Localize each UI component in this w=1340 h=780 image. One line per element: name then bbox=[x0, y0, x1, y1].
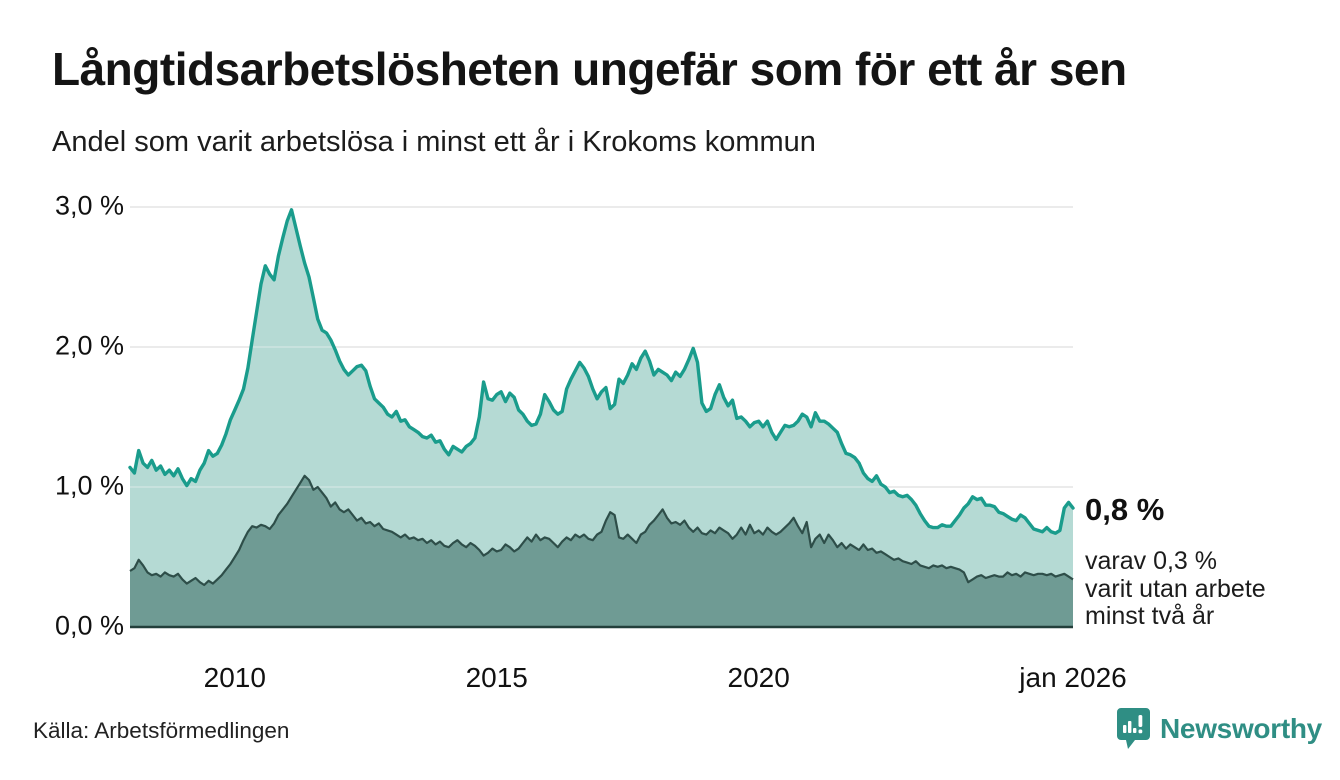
newsworthy-logo: Newsworthy bbox=[1117, 707, 1322, 750]
x-axis-tick-label: jan 2026 bbox=[1019, 662, 1127, 693]
total-value-label: 0,8 % bbox=[1085, 492, 1165, 527]
x-axis: 2010 2015 2020 jan 2026 bbox=[0, 662, 1340, 702]
y-axis-tick-label: 0,0 % bbox=[54, 610, 124, 641]
end-value-annotation: 0,8 % varav 0,3 % varit utan arbete mins… bbox=[1085, 492, 1335, 631]
subset-label-line3: minst två år bbox=[1085, 602, 1215, 630]
subset-label-line2: varit utan arbete bbox=[1085, 574, 1266, 603]
brand-name: Newsworthy bbox=[1160, 712, 1322, 744]
page-title: Långtidsarbetslösheten ungefär som för e… bbox=[52, 43, 1127, 95]
source-note: Källa: Arbetsförmedlingen bbox=[33, 718, 290, 743]
y-axis-tick-label: 2,0 % bbox=[54, 330, 124, 361]
subset-value-label: varav 0,3 % bbox=[1085, 547, 1218, 575]
x-axis-tick-label: 2015 bbox=[465, 662, 528, 693]
x-axis-tick-label: 2010 bbox=[203, 662, 266, 693]
y-axis-tick-label: 1,0 % bbox=[54, 470, 124, 501]
y-axis-tick-label: 3,0 % bbox=[54, 190, 124, 221]
plot-area bbox=[128, 206, 1075, 629]
x-axis-tick-label: 2020 bbox=[727, 662, 790, 693]
page-subtitle: Andel som varit arbetslösa i minst ett å… bbox=[52, 126, 816, 158]
newsworthy-bubble-icon bbox=[1117, 708, 1150, 749]
y-axis: 0,0 % 1,0 % 2,0 % 3,0 % bbox=[0, 0, 124, 780]
